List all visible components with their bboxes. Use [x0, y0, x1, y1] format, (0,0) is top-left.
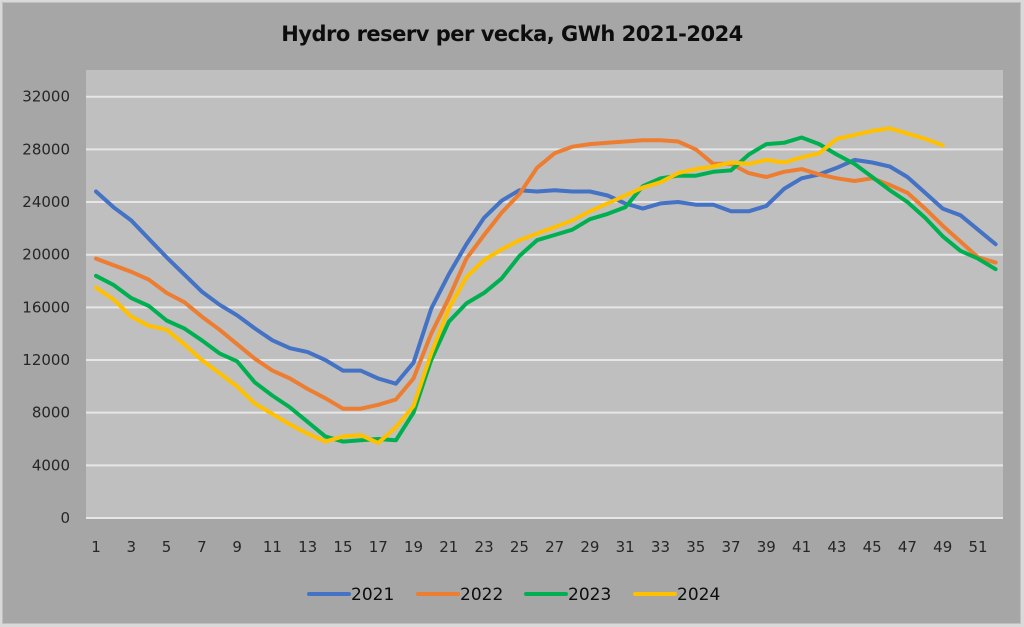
x-tick-label: 15 [333, 538, 352, 556]
x-tick-label: 25 [510, 538, 529, 556]
y-tick-label: 32000 [22, 88, 70, 106]
series-line-2021 [94, 157, 998, 386]
x-tick-label: 43 [827, 538, 846, 556]
x-tick-label: 13 [298, 538, 317, 556]
x-tick-label: 9 [232, 538, 242, 556]
y-tick-label: 24000 [22, 193, 70, 211]
legend-label: 2021 [351, 585, 394, 605]
x-tick-label: 45 [863, 538, 882, 556]
y-tick-label: 0 [60, 509, 70, 527]
x-tick-label: 49 [933, 538, 952, 556]
chart-title: Hydro reserv per vecka, GWh 2021-2024 [281, 22, 743, 46]
y-tick-label: 20000 [22, 246, 70, 264]
y-tick-label: 16000 [22, 298, 70, 316]
x-tick-label: 17 [369, 538, 388, 556]
series-line-2024 [94, 126, 945, 445]
x-tick-label: 47 [898, 538, 917, 556]
series-lines [94, 126, 998, 445]
x-tick-label: 29 [580, 538, 599, 556]
y-tick-label: 8000 [32, 404, 70, 422]
y-tick-label: 12000 [22, 351, 70, 369]
legend-item-2022: 2022 [416, 585, 503, 605]
x-tick-label: 21 [439, 538, 458, 556]
x-tick-label: 37 [721, 538, 740, 556]
x-tick-label: 31 [616, 538, 635, 556]
legend-item-2021: 2021 [307, 585, 394, 605]
legend-item-2023: 2023 [524, 585, 611, 605]
series-line-2023 [94, 135, 998, 444]
y-axis-ticks: 0 4000 8000 12000 16000 20000 24000 28000 32000 [22, 88, 70, 527]
gridlines [86, 95, 1003, 519]
legend-label: 2023 [568, 585, 611, 605]
y-tick-label: 28000 [22, 140, 70, 158]
x-tick-label: 33 [651, 538, 670, 556]
legend-item-2024: 2024 [633, 585, 720, 605]
plot-area [86, 70, 1003, 519]
x-tick-label: 11 [263, 538, 282, 556]
y-tick-label: 4000 [32, 456, 70, 474]
series-line-2022 [94, 138, 998, 411]
x-axis-ticks: 1 3 5 7 9 11 13 15 17 19 21 23 25 27 29 31 33 35 37 39 41 43 4… [91, 538, 987, 556]
x-tick-label: 23 [475, 538, 494, 556]
x-tick-label: 1 [91, 538, 101, 556]
x-tick-label: 35 [686, 538, 705, 556]
legend-label: 2024 [677, 585, 720, 605]
legend-label: 2022 [460, 585, 503, 605]
x-tick-label: 41 [792, 538, 811, 556]
x-tick-label: 5 [162, 538, 172, 556]
x-tick-label: 7 [197, 538, 207, 556]
legend: 2021 2022 2023 2024 [307, 585, 720, 605]
x-tick-label: 3 [127, 538, 137, 556]
x-tick-label: 27 [545, 538, 564, 556]
x-tick-label: 51 [968, 538, 987, 556]
x-tick-label: 19 [404, 538, 423, 556]
x-tick-label: 39 [757, 538, 776, 556]
